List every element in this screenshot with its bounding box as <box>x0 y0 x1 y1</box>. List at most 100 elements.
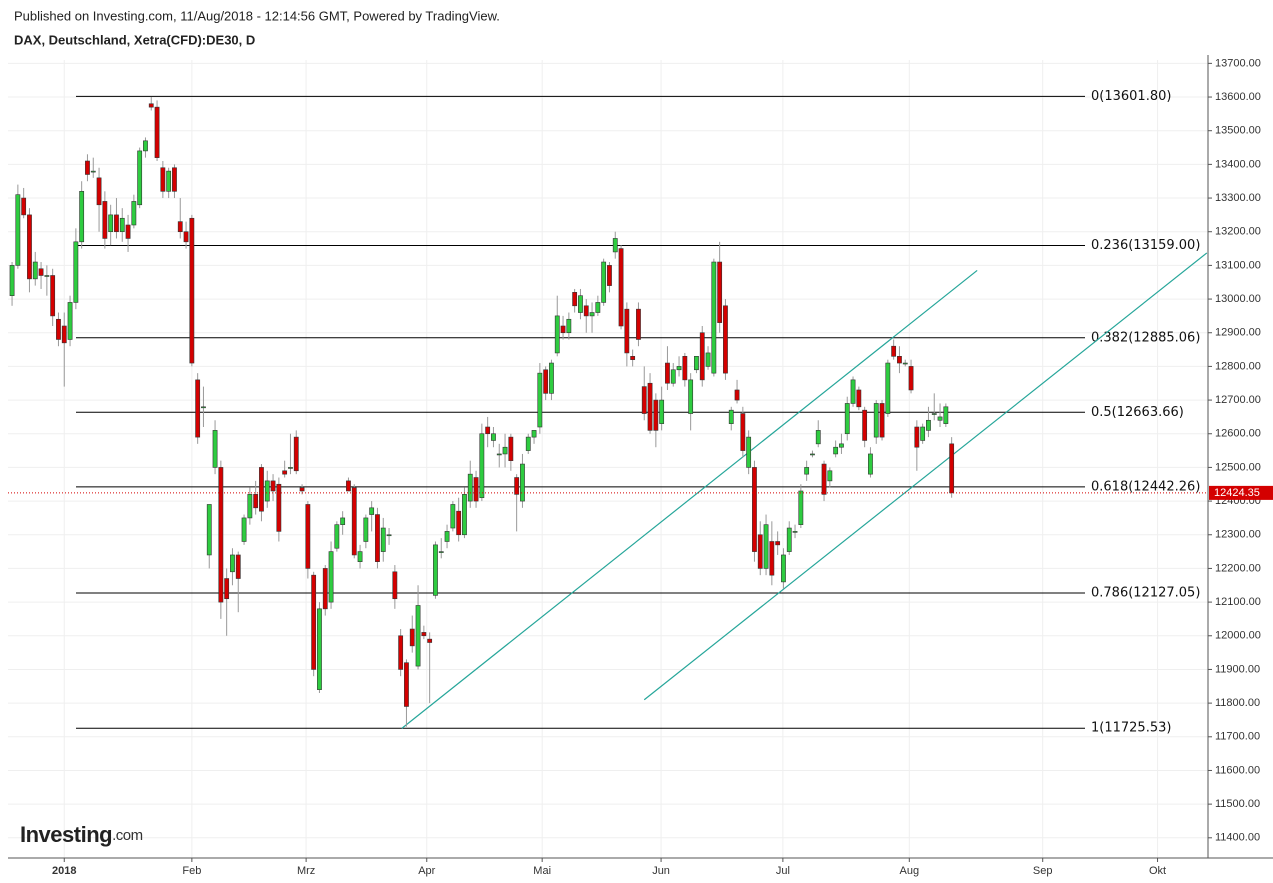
candle-body <box>369 507 375 515</box>
candle-body <box>676 366 682 371</box>
x-tick-label: Jul <box>776 865 790 877</box>
candle-body <box>409 628 415 647</box>
candle-body <box>920 426 926 441</box>
candle-body <box>560 325 566 334</box>
fib-label: 0(13601.80) <box>1091 89 1171 104</box>
fib-label: 0.382(12885.06) <box>1091 330 1200 345</box>
candle-body <box>810 453 815 456</box>
logo-name: Investing <box>20 822 112 847</box>
y-tick-label: 13300.00 <box>1215 192 1261 204</box>
candle-body <box>317 608 322 690</box>
candle-body <box>73 241 79 303</box>
candle-body <box>415 605 421 667</box>
logo: Investing.com <box>20 822 143 847</box>
candle-body <box>781 554 786 583</box>
candle-body <box>56 318 61 340</box>
candle-body <box>61 325 67 344</box>
candle-body <box>288 467 293 469</box>
candle-body <box>357 551 363 562</box>
candle-body <box>90 170 96 173</box>
candle-body <box>537 372 543 428</box>
candle-body <box>949 443 955 494</box>
fib-label: 0.236(13159.00) <box>1091 238 1200 253</box>
candle-body <box>473 477 479 502</box>
candle-body <box>525 436 531 451</box>
candle-body <box>520 463 525 502</box>
candle-body <box>392 571 398 600</box>
candle-body <box>856 389 862 408</box>
candle-body <box>38 268 44 276</box>
candle-body <box>462 494 467 536</box>
candle-body <box>839 443 844 448</box>
candle-body <box>595 302 601 313</box>
candle-body <box>27 214 32 280</box>
candle-body <box>491 433 496 441</box>
y-tick-label: 11900.00 <box>1215 663 1260 675</box>
y-tick-label: 12500.00 <box>1215 461 1261 473</box>
candle-body <box>15 194 21 266</box>
candle-body <box>583 305 589 317</box>
x-tick-label: Jun <box>652 865 670 877</box>
candle-body <box>253 494 259 509</box>
candle-body <box>125 224 131 239</box>
candle-body <box>653 399 659 431</box>
candle-body <box>50 275 56 317</box>
candle-body <box>670 369 676 384</box>
y-tick-label: 13100.00 <box>1215 259 1261 271</box>
y-tick-label: 13700.00 <box>1215 57 1261 69</box>
candle-body <box>438 551 444 553</box>
candle-body <box>937 416 943 421</box>
candle-body <box>421 632 427 637</box>
candle-body <box>891 345 897 357</box>
candle-body <box>270 480 276 492</box>
candle-body <box>224 578 230 600</box>
candle-body <box>682 356 688 381</box>
candle-body <box>114 214 119 233</box>
x-tick-label: Aug <box>900 865 920 877</box>
candle-body <box>827 470 833 482</box>
candle-body <box>798 490 804 525</box>
x-tick-label: 2018 <box>52 865 76 877</box>
candle-body <box>328 551 334 603</box>
candle-body <box>630 356 636 360</box>
candle-body <box>102 201 108 239</box>
candle-body <box>786 527 792 552</box>
candle-body <box>699 332 705 381</box>
candle-body <box>119 217 125 233</box>
candle-body <box>914 426 920 448</box>
candle-body <box>433 544 438 596</box>
fib-label: 0.618(12442.26) <box>1091 479 1200 494</box>
candle-body <box>386 534 392 537</box>
candle-body <box>618 248 624 327</box>
candle-body <box>821 463 827 495</box>
candle-body <box>143 140 148 152</box>
candle-body <box>177 221 183 233</box>
y-tick-label: 13400.00 <box>1215 158 1261 170</box>
candle-body <box>172 167 177 192</box>
candle-body <box>375 514 380 562</box>
candle-body <box>212 430 218 468</box>
candle-body <box>665 362 670 384</box>
candle-body <box>879 403 885 438</box>
candle-body <box>380 527 386 552</box>
y-tick-label: 13200.00 <box>1215 226 1261 238</box>
y-tick-label: 12600.00 <box>1215 428 1261 440</box>
candle-body <box>467 473 473 502</box>
candle-body <box>885 362 891 414</box>
candle-body <box>641 386 647 414</box>
y-tick-label: 12200.00 <box>1215 562 1261 574</box>
candle-body <box>299 487 305 492</box>
candle-body <box>9 265 15 296</box>
candle-body <box>850 379 856 404</box>
fib-label: 1(11725.53) <box>1091 721 1171 736</box>
candle-body <box>479 433 485 499</box>
x-tick-label: Okt <box>1149 865 1166 877</box>
candle-body <box>694 356 699 371</box>
candle-body <box>578 295 583 313</box>
candle-body <box>259 467 264 512</box>
candle-body <box>398 635 404 670</box>
candle-body <box>340 517 346 525</box>
candle-body <box>108 214 114 233</box>
candle-body <box>612 238 618 253</box>
candle-body <box>241 517 247 542</box>
